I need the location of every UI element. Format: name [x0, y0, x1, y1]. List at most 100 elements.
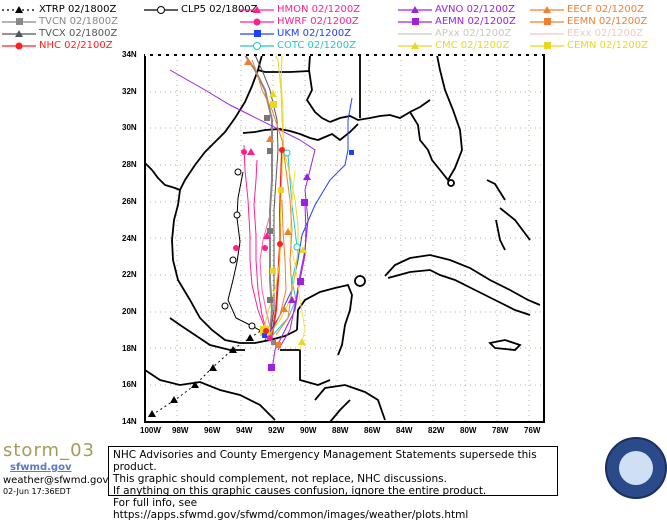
track-clp5 [227, 171, 271, 337]
disclaimer-line: If anything on this graphic causes confu… [113, 485, 487, 497]
legend-label: CEMN 02/1200Z [567, 40, 648, 51]
legend-item: XTRP 02/1800Z [2, 4, 116, 16]
track-eemn [269, 199, 287, 337]
track-cmc2 [289, 169, 306, 351]
legend-symbol-icon [2, 42, 36, 50]
legend-item: UKM 02/1200Z [240, 28, 351, 40]
legend-symbol-icon [2, 18, 36, 25]
legend-symbol-icon [240, 6, 274, 13]
lon-tick-label: 90W [300, 426, 317, 435]
legend-symbol-icon [530, 33, 564, 35]
legend-label: APxx 02/1200Z [435, 28, 512, 39]
sfwmd-site-logo[interactable]: sfwmd.gov [10, 462, 72, 473]
lon-tick-label: 98W [172, 426, 189, 435]
legend-label: TVCN 02/1800Z [39, 16, 118, 27]
legend-symbol-icon [530, 18, 564, 25]
lon-tick-label: 76W [524, 426, 541, 435]
legend-symbol-icon [398, 42, 432, 49]
legend-item: AVNO 02/1200Z [398, 4, 515, 16]
legend-item: TVCN 02/1800Z [2, 16, 118, 28]
legend-symbol-icon [398, 6, 432, 13]
legend-symbol-icon [2, 6, 36, 13]
track-tvcn [244, 54, 274, 337]
legend-item: EEMN 02/1200Z [530, 16, 647, 28]
legend-label: XTRP 02/1800Z [39, 4, 117, 15]
legend-label: UKM 02/1200Z [277, 28, 352, 39]
lat-tick-label: 28N [122, 160, 137, 170]
lat-tick-label: 22N [122, 270, 137, 280]
lat-tick-label: 16N [122, 380, 137, 390]
disclaimer-box: NHC Advisories and County Emergency Mana… [108, 446, 558, 521]
track-avno [169, 69, 316, 351]
lat-tick-label: 26N [122, 196, 137, 206]
disclaimer-line: NHC Advisories and County Emergency Mana… [113, 449, 537, 473]
legend-item: EExx 02/1200Z [530, 28, 643, 40]
track-cotc [271, 154, 299, 337]
legend-symbol-icon [240, 42, 274, 50]
track-eecf [251, 59, 293, 336]
lon-tick-label: 92W [268, 426, 285, 435]
legend-symbol-icon [240, 18, 274, 26]
legend-item: CEMN 02/1200Z [530, 40, 648, 52]
lat-tick-label: 18N [122, 343, 137, 353]
legend-label: CMC 02/1200Z [435, 40, 510, 51]
legend-symbol-icon [144, 6, 178, 14]
track-cemn [261, 54, 284, 337]
storm-name: storm_03 [3, 440, 95, 461]
lon-tick-label: 100W [140, 426, 161, 435]
timestamp: 02-Jun 17:36EDT [3, 487, 71, 496]
storm-track-map [144, 54, 545, 423]
lon-tick-label: 96W [204, 426, 221, 435]
legend-symbol-icon [398, 33, 432, 35]
map-frame [144, 54, 545, 423]
track-hwrf [243, 144, 269, 337]
track-markers [148, 58, 354, 417]
legend-symbol-icon [530, 6, 564, 13]
sfwmd-seal-logo-icon [605, 437, 667, 499]
legend-label: AEMN 02/1200Z [435, 16, 516, 27]
contact-email[interactable]: weather@sfwmd.gov [3, 475, 109, 486]
lon-tick-label: 94W [236, 426, 253, 435]
legend-item: NHC 02/2100Z [2, 40, 113, 52]
disclaimer-line: For full info, see https://apps.sfwmd.go… [113, 497, 469, 521]
legend-item: EECF 02/1200Z [530, 4, 644, 16]
legend-item: TVCX 02/1800Z [2, 28, 117, 40]
legend-item: APxx 02/1200Z [398, 28, 511, 40]
legend-symbol-icon [530, 42, 564, 49]
disclaimer-line: This graphic should complement, not repl… [113, 473, 447, 485]
legend-item: CLP5 02/1800Z [144, 4, 258, 16]
legend-item: COTC 02/1200Z [240, 40, 356, 52]
lat-tick-label: 24N [122, 233, 137, 243]
lon-tick-label: 80W [460, 426, 477, 435]
legend-label: HMON 02/1200Z [277, 4, 361, 15]
legend-item: AEMN 02/1200Z [398, 16, 516, 28]
lat-tick-label: 20N [122, 306, 137, 316]
legend-label: EEMN 02/1200Z [567, 16, 648, 27]
track-ukm [264, 97, 353, 341]
legend-label: AVNO 02/1200Z [435, 4, 515, 15]
lon-tick-label: 84W [396, 426, 413, 435]
legend-symbol-icon [2, 30, 36, 37]
lat-tick-label: 30N [122, 123, 137, 133]
legend-label: EExx 02/1200Z [567, 28, 644, 39]
forecast-tracks [151, 54, 353, 416]
lat-tick-label: 14N [122, 417, 137, 426]
track-hmon [253, 159, 269, 337]
legend-label: CLP5 02/1800Z [181, 4, 258, 15]
legend-label: EECF 02/1200Z [567, 4, 644, 15]
legend-label: TVCX 02/1800Z [39, 28, 118, 39]
legend-item: CMC 02/1200Z [398, 40, 509, 52]
legend-symbol-icon [240, 30, 274, 37]
legend-label: NHC 02/2100Z [39, 40, 113, 51]
lat-tick-label: 32N [122, 86, 137, 96]
lon-tick-label: 88W [332, 426, 349, 435]
lat-tick-label: 34N [122, 50, 137, 59]
legend-item: HWRF 02/1200Z [240, 16, 359, 28]
legend-label: COTC 02/1200Z [277, 40, 356, 51]
legend-item: HMON 02/1200Z [240, 4, 360, 16]
legend-symbol-icon [398, 18, 432, 25]
coastlines [144, 54, 541, 423]
lon-tick-label: 86W [364, 426, 381, 435]
lon-tick-label: 82W [428, 426, 445, 435]
lon-tick-label: 78W [492, 426, 509, 435]
